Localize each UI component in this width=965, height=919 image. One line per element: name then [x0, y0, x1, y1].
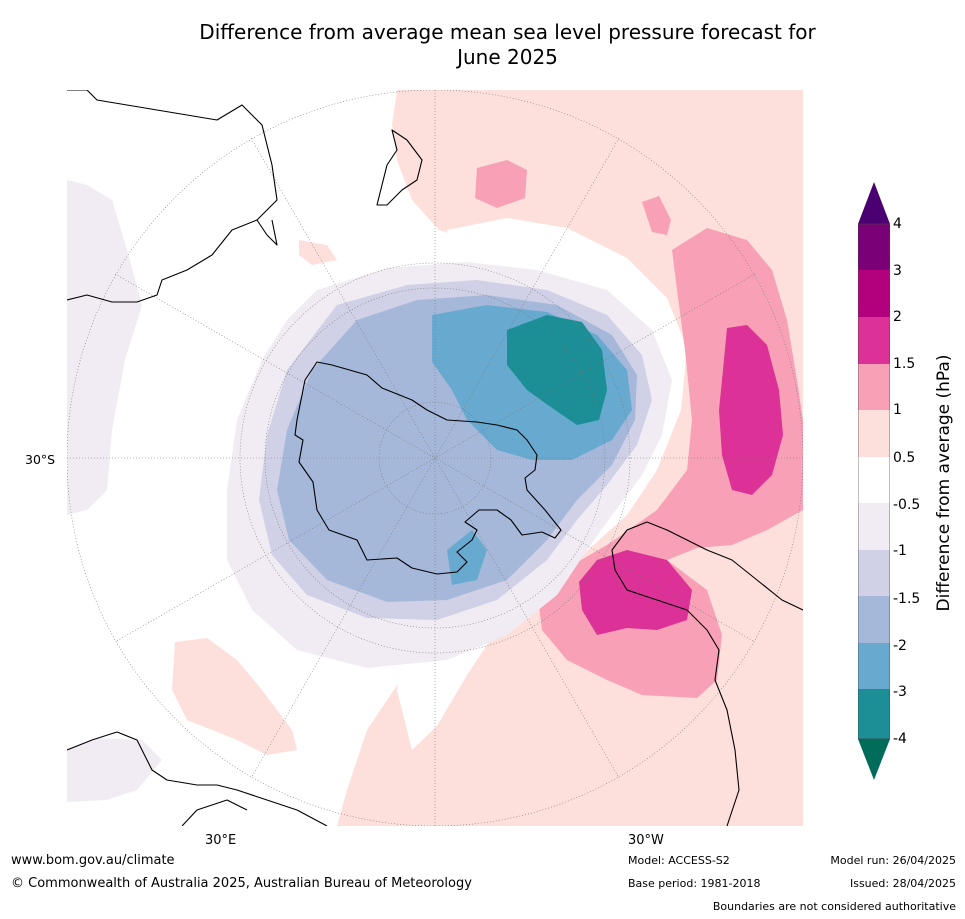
title-line-2: June 2025	[120, 45, 895, 70]
colorbar-bin-neutral	[858, 457, 890, 503]
colorbar-bin-2-3	[858, 270, 890, 317]
colorbar-tick-0-5: 0.5	[893, 451, 915, 465]
colorbar-bin-neg3-neg4	[858, 689, 890, 739]
lon-label-30e: 30°E	[205, 833, 236, 848]
anomaly-pos05-island	[299, 240, 337, 265]
colorbar-tick-neg1-5: -1.5	[893, 592, 920, 606]
colorbar-bin-neg05-neg1	[858, 503, 890, 550]
footer-base-period: Base period: 1981-2018	[628, 877, 760, 890]
footer-copyright: © Commonwealth of Australia 2025, Austra…	[11, 876, 472, 891]
lat-label-30s: 30°S	[25, 452, 55, 467]
title-line-1: Difference from average mean sea level p…	[120, 20, 895, 45]
map-svg	[67, 90, 803, 826]
colorbar-tick-4: 4	[893, 217, 902, 231]
colorbar-label: Difference from average (hPa)	[934, 355, 954, 612]
colorbar-extend-max	[858, 182, 890, 224]
footer-model: Model: ACCESS-S2	[628, 854, 730, 867]
colorbar-bin-neg15-neg2	[858, 596, 890, 643]
colorbar-tick-neg3: -3	[893, 685, 907, 699]
colorbar-tick-neg1: -1	[893, 544, 907, 558]
colorbar-svg	[858, 182, 890, 782]
colorbar-tick-1: 1	[893, 403, 902, 417]
colorbar-bin-15-2	[858, 317, 890, 364]
anomaly-pos05-bottom	[172, 638, 297, 755]
footer-url[interactable]: www.bom.gov.au/climate	[11, 853, 175, 868]
footer-issued: Issued: 28/04/2025	[850, 877, 956, 890]
colorbar-bin-neg2-neg3	[858, 643, 890, 689]
lon-label-30w: 30°W	[628, 833, 664, 848]
colorbar-tick-neg0-5: -0.5	[893, 498, 920, 512]
colorbar-tick-1-5: 1.5	[893, 357, 915, 371]
colorbar-bin-05-1	[858, 410, 890, 457]
colorbar-tick-neg4: -4	[893, 732, 907, 746]
colorbar-extend-min	[858, 739, 890, 780]
footer-disclaimer: Boundaries are not considered authoritat…	[713, 900, 956, 913]
colorbar-tick-3: 3	[893, 264, 902, 278]
tasmania-coast	[257, 220, 277, 245]
colorbar-tick-2: 2	[893, 310, 902, 324]
colorbar-bin-1-15	[858, 364, 890, 410]
anomaly-neg05-left	[67, 180, 142, 515]
colorbar	[858, 182, 890, 782]
polar-map	[67, 90, 803, 826]
chart-title: Difference from average mean sea level p…	[120, 20, 895, 70]
colorbar-bin-neg1-neg15	[858, 550, 890, 596]
colorbar-bin-3-4	[858, 224, 890, 270]
anomaly-neg05-bottomleft	[67, 738, 162, 802]
colorbar-tick-neg2: -2	[893, 639, 907, 653]
footer-model-run: Model run: 26/04/2025	[830, 854, 956, 867]
